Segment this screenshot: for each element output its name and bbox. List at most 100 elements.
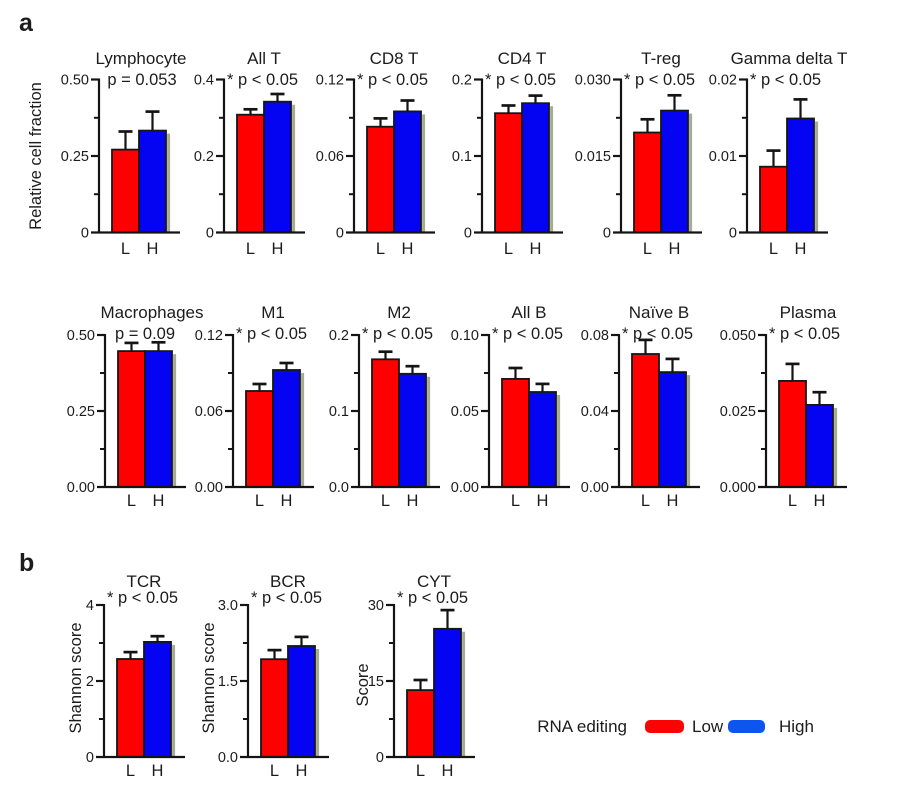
svg-text:a: a <box>19 9 34 37</box>
svg-text:M1: M1 <box>261 303 285 322</box>
svg-text:0.030: 0.030 <box>575 73 611 89</box>
svg-text:H: H <box>152 762 164 780</box>
svg-text:0.00: 0.00 <box>581 480 609 496</box>
svg-text:0.12: 0.12 <box>316 73 344 89</box>
svg-text:* p < 0.05: * p < 0.05 <box>251 589 322 607</box>
svg-text:0: 0 <box>464 226 472 242</box>
svg-text:0: 0 <box>81 226 89 242</box>
svg-text:TCR: TCR <box>127 572 162 591</box>
svg-text:* p < 0.05: * p < 0.05 <box>357 71 428 89</box>
svg-text:H: H <box>795 240 807 258</box>
svg-text:Score: Score <box>354 663 372 706</box>
svg-text:0.02: 0.02 <box>709 73 737 89</box>
svg-text:H: H <box>530 240 542 258</box>
svg-text:L: L <box>121 240 130 258</box>
svg-text:L: L <box>246 240 255 258</box>
svg-text:H: H <box>667 492 679 510</box>
svg-text:L: L <box>255 492 264 510</box>
svg-text:0.06: 0.06 <box>195 404 223 420</box>
svg-text:* p < 0.05: * p < 0.05 <box>362 325 433 343</box>
svg-text:L: L <box>416 762 425 780</box>
svg-text:1.5: 1.5 <box>218 674 238 690</box>
svg-text:0.050: 0.050 <box>720 328 756 344</box>
svg-text:* p < 0.05: * p < 0.05 <box>236 325 307 343</box>
svg-text:Shannon score: Shannon score <box>67 623 85 734</box>
svg-text:L: L <box>270 762 279 780</box>
svg-text:0: 0 <box>376 750 384 766</box>
svg-text:0.05: 0.05 <box>451 404 479 420</box>
svg-text:All B: All B <box>512 303 547 322</box>
svg-text:H: H <box>296 762 308 780</box>
svg-text:0.2: 0.2 <box>194 149 214 165</box>
svg-text:0.4: 0.4 <box>194 73 214 89</box>
svg-text:b: b <box>19 549 34 577</box>
svg-text:H: H <box>537 492 549 510</box>
svg-text:Shannon score: Shannon score <box>200 623 218 734</box>
svg-text:0.015: 0.015 <box>575 149 611 165</box>
svg-text:0.0: 0.0 <box>329 480 349 496</box>
svg-text:H: H <box>442 762 454 780</box>
svg-text:Relative cell fraction: Relative cell fraction <box>27 82 45 230</box>
svg-text:L: L <box>126 762 135 780</box>
svg-text:H: H <box>669 240 681 258</box>
svg-text:0.000: 0.000 <box>720 480 756 496</box>
svg-text:3.0: 3.0 <box>218 598 238 614</box>
svg-text:0.50: 0.50 <box>61 73 89 89</box>
svg-text:0: 0 <box>206 226 214 242</box>
svg-text:* p < 0.05: * p < 0.05 <box>769 325 840 343</box>
svg-text:0.06: 0.06 <box>316 149 344 165</box>
svg-text:0.25: 0.25 <box>61 149 89 165</box>
svg-text:L: L <box>381 492 390 510</box>
svg-text:0.25: 0.25 <box>67 404 95 420</box>
svg-text:H: H <box>153 492 165 510</box>
svg-text:p = 0.053: p = 0.053 <box>107 71 176 89</box>
svg-text:0.10: 0.10 <box>451 328 479 344</box>
svg-text:0.00: 0.00 <box>451 480 479 496</box>
svg-text:0.2: 0.2 <box>329 328 349 344</box>
svg-text:* p < 0.05: * p < 0.05 <box>227 71 298 89</box>
svg-text:0.2: 0.2 <box>452 73 472 89</box>
svg-text:0.1: 0.1 <box>329 404 349 420</box>
svg-text:0.50: 0.50 <box>67 328 95 344</box>
svg-text:Naïve B: Naïve B <box>629 303 689 322</box>
svg-text:L: L <box>788 492 797 510</box>
svg-text:High: High <box>779 717 814 736</box>
svg-text:CYT: CYT <box>417 572 451 591</box>
svg-text:H: H <box>814 492 826 510</box>
svg-text:0.01: 0.01 <box>709 149 737 165</box>
svg-text:0.04: 0.04 <box>581 404 609 420</box>
svg-text:H: H <box>272 240 284 258</box>
svg-text:2: 2 <box>86 674 94 690</box>
svg-text:0.12: 0.12 <box>195 328 223 344</box>
svg-text:Lymphocyte: Lymphocyte <box>95 49 186 68</box>
svg-text:CD8 T: CD8 T <box>370 49 419 68</box>
svg-text:BCR: BCR <box>270 572 306 591</box>
svg-text:0.08: 0.08 <box>581 328 609 344</box>
svg-text:0.1: 0.1 <box>452 149 472 165</box>
svg-text:* p < 0.05: * p < 0.05 <box>624 71 695 89</box>
svg-text:RNA editing: RNA editing <box>537 717 627 736</box>
svg-text:L: L <box>504 240 513 258</box>
svg-text:* p < 0.05: * p < 0.05 <box>492 325 563 343</box>
svg-text:4: 4 <box>86 598 94 614</box>
svg-text:L: L <box>376 240 385 258</box>
svg-text:0: 0 <box>729 226 737 242</box>
svg-text:0.00: 0.00 <box>195 480 223 496</box>
svg-text:H: H <box>147 240 159 258</box>
svg-text:* p < 0.05: * p < 0.05 <box>622 325 693 343</box>
svg-text:0: 0 <box>603 226 611 242</box>
svg-text:* p < 0.05: * p < 0.05 <box>107 589 178 607</box>
svg-text:L: L <box>769 240 778 258</box>
svg-text:* p < 0.05: * p < 0.05 <box>485 71 556 89</box>
svg-text:H: H <box>281 492 293 510</box>
svg-text:0: 0 <box>86 750 94 766</box>
svg-text:L: L <box>641 492 650 510</box>
svg-text:CD4 T: CD4 T <box>498 49 547 68</box>
svg-text:Gamma delta T: Gamma delta T <box>731 49 848 68</box>
svg-text:M2: M2 <box>387 303 411 322</box>
svg-text:15: 15 <box>368 674 384 690</box>
svg-text:30: 30 <box>368 598 384 614</box>
svg-text:L: L <box>511 492 520 510</box>
svg-text:p = 0.09: p = 0.09 <box>115 325 175 343</box>
svg-text:0.0: 0.0 <box>218 750 238 766</box>
